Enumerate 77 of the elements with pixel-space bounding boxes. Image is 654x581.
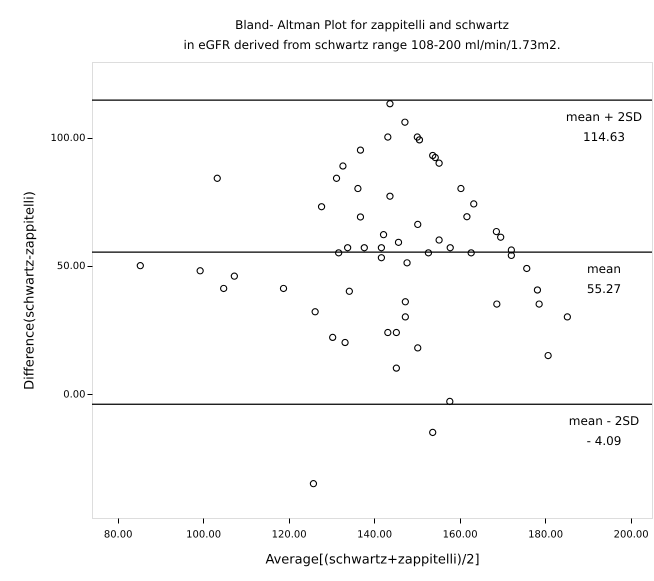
point (424, 249, 432, 256)
x-tick-label: 180.00 (528, 530, 564, 540)
point (536, 300, 543, 308)
x-tick-label: 120.00 (272, 530, 307, 540)
point (312, 308, 319, 316)
point (401, 118, 409, 126)
x-tick-label: 80.00 (104, 530, 132, 540)
point (344, 244, 352, 252)
point (392, 364, 400, 372)
point (335, 249, 342, 256)
y-axis-title: Difference(schwartz-zappitelli) (22, 191, 38, 390)
point (534, 286, 542, 294)
point (523, 264, 530, 272)
point (386, 192, 394, 200)
point (230, 272, 238, 280)
point (446, 398, 454, 406)
x-tick-label: 140.00 (357, 530, 392, 540)
point (196, 267, 204, 274)
point (310, 480, 318, 488)
point (356, 146, 364, 154)
y-tick-label: 100.00 (50, 133, 86, 144)
point (384, 328, 392, 336)
y-tick-label: 50.00 (56, 261, 86, 272)
point (508, 252, 515, 260)
point (341, 338, 349, 346)
point (402, 298, 409, 306)
x-axis-title: Average[(schwartz+zappitelli)/2] (265, 552, 480, 568)
point (136, 262, 144, 270)
point (403, 259, 411, 266)
point (414, 344, 422, 352)
point (378, 244, 386, 252)
point (329, 334, 336, 342)
point (378, 254, 386, 262)
point (446, 244, 454, 252)
point (414, 220, 422, 228)
point (463, 213, 471, 220)
point (360, 244, 368, 252)
ref-line-label: mean + 2SD 114.63 (566, 110, 642, 144)
point (214, 174, 221, 182)
point (468, 249, 475, 256)
x-tick-label: 160.00 (442, 530, 478, 540)
point (386, 100, 394, 108)
text: Bland- Altman Plot for zappitelli and schwartz (235, 18, 509, 32)
point (508, 246, 515, 254)
point (493, 300, 500, 308)
point (457, 184, 465, 192)
point (492, 228, 500, 236)
y-tick-label: 0.00 (63, 389, 86, 400)
point (416, 136, 424, 144)
point (435, 160, 443, 167)
point (394, 238, 402, 246)
point (429, 428, 436, 436)
point (356, 213, 364, 221)
point (339, 162, 347, 170)
point (435, 236, 443, 244)
point (384, 133, 392, 141)
point (332, 174, 340, 182)
point (564, 313, 571, 321)
x-tick-label: 200.00 (614, 530, 649, 540)
point (354, 184, 362, 192)
point (497, 234, 504, 241)
ref-line-label: mean 55.27 (586, 262, 622, 296)
x-tick-label: 100.00 (186, 530, 222, 540)
point (346, 288, 353, 295)
point (414, 133, 421, 141)
point (432, 154, 439, 162)
point (318, 203, 326, 210)
ref-line-label: mean - 2SD - 4.09 (568, 414, 640, 448)
point (392, 328, 400, 336)
point (429, 152, 436, 160)
point (220, 284, 228, 292)
point (380, 231, 388, 238)
point (280, 284, 288, 292)
text: in eGFR derived from schwartz range 108-200 ml/min/1.73m2. (183, 38, 561, 52)
point (544, 352, 552, 360)
point (402, 313, 409, 321)
point (470, 200, 478, 208)
